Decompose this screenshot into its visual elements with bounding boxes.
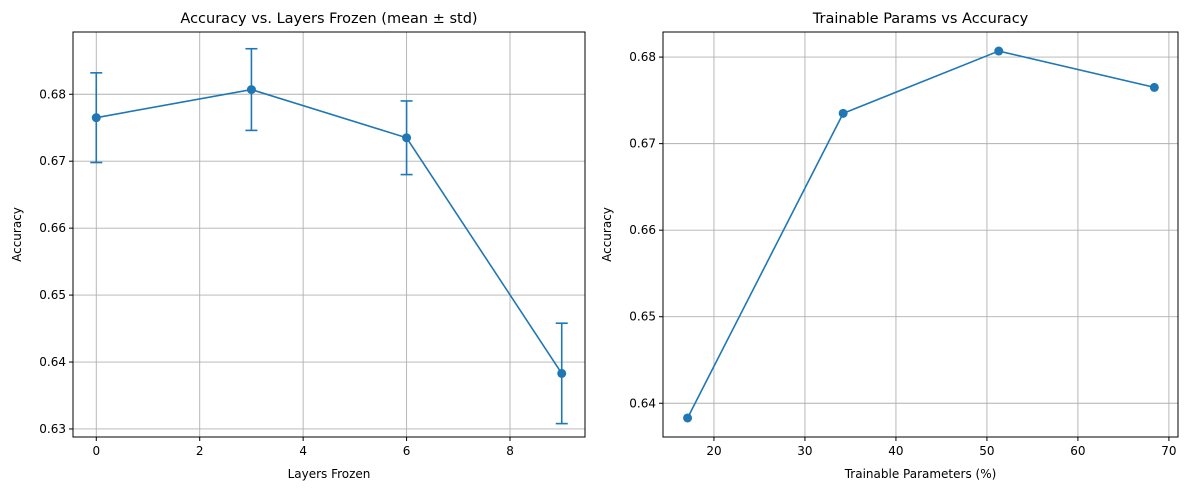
x-tick-label: 60 <box>1070 444 1085 458</box>
x-axis-label: Layers Frozen <box>288 467 371 481</box>
data-point <box>1149 82 1159 92</box>
plot-frame <box>72 31 586 438</box>
data-point <box>683 413 693 423</box>
y-tick-label: 0.65 <box>629 310 656 324</box>
chart-accuracy-vs-layers-frozen: Accuracy vs. Layers Frozen (mean ± std) … <box>10 11 586 481</box>
grid <box>663 32 1178 437</box>
y-tick-label: 0.67 <box>39 154 66 168</box>
y-tick-label: 0.68 <box>39 87 66 101</box>
data-point <box>246 85 256 95</box>
y-tick-label: 0.67 <box>629 137 656 151</box>
data-point <box>402 133 412 143</box>
grid <box>73 32 585 437</box>
x-tick-label: 30 <box>797 444 812 458</box>
data-point <box>994 46 1004 56</box>
x-tick-label: 6 <box>403 444 411 458</box>
data-point <box>838 108 848 118</box>
x-tick-label: 20 <box>706 444 721 458</box>
x-tick-label: 50 <box>979 444 994 458</box>
chart-title: Trainable Params vs Accuracy <box>812 11 1029 27</box>
y-tick-label: 0.68 <box>629 50 656 64</box>
y-tick-label: 0.66 <box>629 223 656 237</box>
chart-title: Accuracy vs. Layers Frozen (mean ± std) <box>180 11 477 27</box>
y-tick-label: 0.64 <box>629 396 656 410</box>
x-tick-label: 40 <box>888 444 903 458</box>
x-axis-label: Trainable Parameters (%) <box>844 467 997 481</box>
y-axis-label: Accuracy <box>600 207 614 262</box>
y-tick-label: 0.66 <box>39 221 66 235</box>
x-tick-label: 0 <box>92 444 100 458</box>
data-point <box>91 113 101 123</box>
x-tick-label: 2 <box>196 444 204 458</box>
series-line <box>96 88 563 374</box>
plot-frame <box>662 31 1179 438</box>
y-axis-label: Accuracy <box>10 207 24 262</box>
chart-trainable-params-vs-accuracy: Trainable Params vs Accuracy Trainable P… <box>600 11 1179 481</box>
series-line <box>686 50 1155 419</box>
data-point <box>557 368 567 378</box>
y-tick-label: 0.65 <box>39 288 66 302</box>
y-tick-label: 0.64 <box>39 355 66 369</box>
y-tick-label: 0.63 <box>39 422 66 436</box>
x-tick-label: 4 <box>299 444 307 458</box>
x-tick-label: 8 <box>506 444 514 458</box>
x-tick-label: 70 <box>1161 444 1176 458</box>
